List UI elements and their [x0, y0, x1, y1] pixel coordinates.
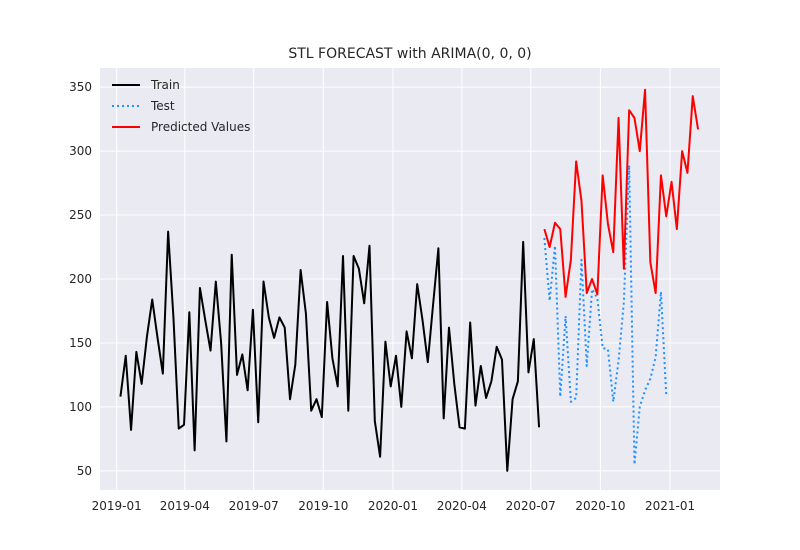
series-line-train — [119, 230, 541, 472]
x-tick-label: 2021-01 — [645, 499, 695, 513]
x-tick-label: 2020-04 — [437, 499, 487, 513]
x-tick-label: 2019-10 — [298, 499, 348, 513]
series-line-test — [543, 164, 668, 466]
chart-title: STL FORECAST with ARIMA(0, 0, 0) — [288, 46, 531, 62]
y-tick-label: 50 — [77, 464, 92, 478]
y-tick-label: 350 — [69, 80, 92, 94]
x-tick-label: 2020-07 — [506, 499, 556, 513]
y-tick-label: 250 — [69, 208, 92, 222]
series-lines — [119, 88, 700, 472]
grid — [100, 68, 720, 490]
x-tick-label: 2020-10 — [575, 499, 625, 513]
y-tick-label: 200 — [69, 272, 92, 286]
legend-label: Predicted Values — [151, 120, 250, 134]
legend-label: Train — [150, 78, 180, 92]
tick-labels: 2019-01 2019-04 2019-07 2019-10 2020-01 2020-… — [69, 80, 695, 513]
x-tick-label: 2019-01 — [92, 499, 142, 513]
y-tick-label: 300 — [69, 144, 92, 158]
legend-label: Test — [150, 99, 175, 113]
legend: Train Test Predicted Values — [112, 78, 250, 134]
y-tick-label: 100 — [69, 400, 92, 414]
x-tick-label: 2019-07 — [229, 499, 279, 513]
x-tick-label: 2019-04 — [160, 499, 210, 513]
y-tick-label: 150 — [69, 336, 92, 350]
x-tick-label: 2020-01 — [368, 499, 418, 513]
series-line-predicted-values — [543, 88, 700, 298]
